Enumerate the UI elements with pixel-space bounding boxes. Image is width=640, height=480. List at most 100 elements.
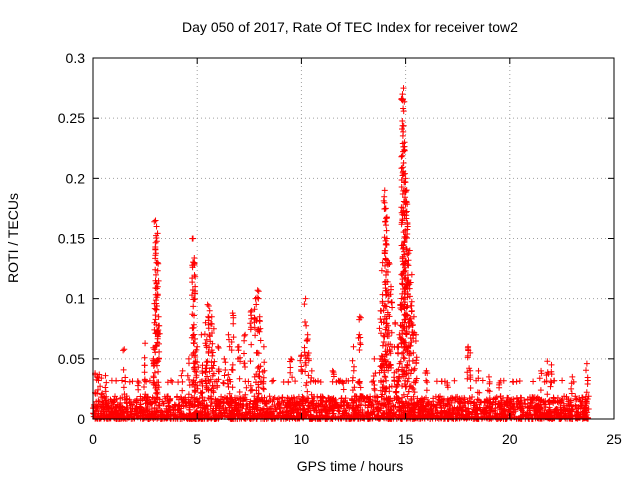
data-point <box>485 373 492 380</box>
data-point <box>206 307 213 314</box>
spike-column-points <box>304 336 312 395</box>
data-point <box>401 139 408 146</box>
spike-column-points <box>152 230 161 396</box>
spike-column-points <box>95 377 104 393</box>
spike-column-points <box>224 336 233 397</box>
y-tick-label: 0.05 <box>58 351 85 367</box>
data-point <box>287 355 294 362</box>
data-point <box>192 283 199 290</box>
spike-column-points <box>547 368 555 390</box>
data-point <box>210 325 217 332</box>
data-point <box>260 343 267 350</box>
spike-column-points <box>120 347 129 398</box>
x-tick-label: 15 <box>398 431 414 447</box>
data-point <box>202 319 209 326</box>
spike-column-points <box>349 357 358 394</box>
spike-column-points <box>536 370 545 394</box>
spike-column-points <box>568 380 575 397</box>
data-point <box>379 259 386 266</box>
data-points <box>90 85 592 422</box>
y-tick-label: 0 <box>77 411 85 427</box>
data-point <box>399 91 406 98</box>
spike-column-points <box>220 359 229 387</box>
y-tick-label: 0.15 <box>58 231 85 247</box>
spike-column-points <box>412 338 420 386</box>
spike-column-points <box>466 365 474 391</box>
x-axis-label: GPS time / hours <box>297 458 404 474</box>
spike-column-points <box>444 382 451 391</box>
data-point <box>98 375 105 382</box>
spike-column-points <box>154 322 163 391</box>
spike-column-points <box>409 321 418 396</box>
spike-column-points <box>255 317 264 397</box>
data-point <box>152 217 159 224</box>
spike-column-points <box>370 370 379 394</box>
spike-column-points <box>251 301 260 394</box>
spike-column-points <box>228 312 237 391</box>
spike-column-points <box>208 321 216 394</box>
spike-column-points <box>259 359 268 393</box>
data-point <box>413 331 420 338</box>
spike-column-points <box>474 375 483 396</box>
spike-column-points <box>464 344 472 382</box>
data-point <box>410 313 417 320</box>
x-tick-label: 20 <box>502 431 518 447</box>
spike-column-points <box>178 372 186 394</box>
data-point <box>404 223 411 230</box>
y-tick-label: 0.25 <box>58 110 85 126</box>
data-point <box>538 367 545 374</box>
data-point <box>569 373 576 380</box>
x-tick-label: 5 <box>193 431 201 447</box>
spike-column-points <box>330 369 337 380</box>
spike-column-points <box>193 346 202 392</box>
data-point <box>544 358 551 365</box>
data-point <box>583 360 590 367</box>
chart-title: Day 050 of 2017, Rate Of TEC Index for r… <box>182 19 518 35</box>
spike-column-points <box>197 362 206 397</box>
data-point <box>467 349 474 356</box>
data-point <box>198 331 205 338</box>
y-tick-label: 0.3 <box>66 50 86 66</box>
spike-column-points <box>386 286 396 390</box>
x-tick-label: 0 <box>89 431 97 447</box>
axis-ticks: 0 5 10 15 20 25 0 0.05 0.1 0.15 0.2 0.25 0.3 <box>58 50 622 447</box>
spike-column-points <box>102 379 110 395</box>
spike-column-points <box>355 314 364 391</box>
data-point <box>96 371 103 378</box>
spike-column-points <box>543 369 552 398</box>
spike-column-points <box>214 345 222 391</box>
data-point <box>242 331 249 338</box>
data-point <box>179 367 186 374</box>
data-point <box>208 313 215 320</box>
data-point <box>329 367 336 374</box>
data-point <box>194 343 201 350</box>
data-point <box>381 187 388 194</box>
y-axis-label: ROTI / TECUs <box>5 193 21 283</box>
data-point <box>155 313 162 320</box>
spike-column-points <box>583 367 591 396</box>
data-point <box>350 343 357 350</box>
spike-column-points <box>340 380 347 393</box>
data-point <box>408 271 415 278</box>
spike-column-points <box>234 344 244 395</box>
spike-column-points <box>422 370 431 394</box>
spike-column-points <box>134 382 142 393</box>
data-point <box>396 331 403 338</box>
data-point <box>153 223 160 230</box>
background-band-points <box>90 377 592 422</box>
spike-column-points <box>247 309 256 394</box>
data-point <box>254 287 261 294</box>
spike-column-points <box>307 374 315 398</box>
data-point <box>121 346 128 353</box>
data-point <box>308 367 315 374</box>
data-point <box>225 331 232 338</box>
data-point <box>204 301 211 308</box>
spike-column-points <box>184 360 193 398</box>
spike-column-points <box>209 349 218 396</box>
spike-column-points <box>485 380 493 395</box>
spike-column-points <box>496 381 503 391</box>
data-point <box>356 313 363 320</box>
data-point <box>142 340 149 347</box>
spike-column-points <box>205 314 214 384</box>
